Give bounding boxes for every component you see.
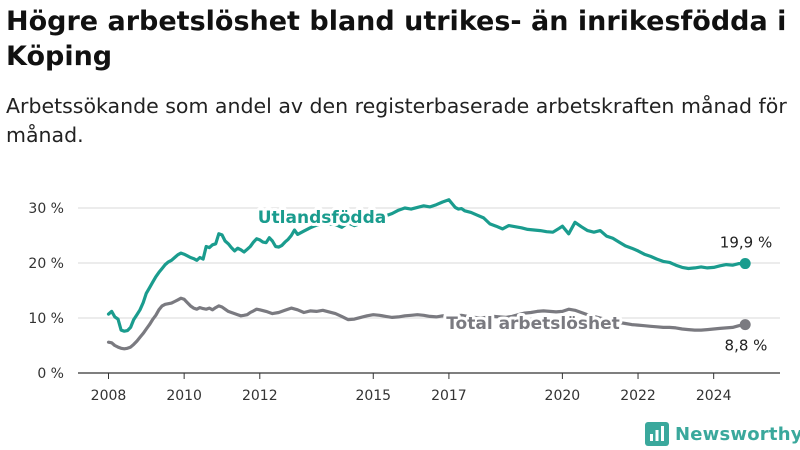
x-tick-label: 2008	[91, 388, 127, 404]
y-tick-label: 30 %	[28, 201, 64, 217]
bar-chart-icon	[645, 422, 669, 446]
series-label-utlandsfodda: Utlandsfödda	[258, 208, 387, 228]
x-tick-label: 2024	[696, 388, 732, 404]
brand-name: Newsworthy	[675, 423, 800, 445]
x-tick-label: 2015	[355, 388, 391, 404]
newsworthy-logo: Newsworthy	[645, 421, 800, 447]
y-tick-label: 0 %	[37, 366, 64, 382]
x-tick-label: 2012	[242, 388, 278, 404]
x-tick-label: 2022	[620, 388, 656, 404]
end-value-label-utlandsfodda: 19,9 %	[720, 234, 772, 252]
series-line-utlandsfodda	[106, 198, 747, 333]
y-tick-label: 10 %	[28, 311, 64, 327]
series-lines	[106, 198, 751, 351]
gridlines	[78, 207, 780, 374]
x-tick-label: 2020	[545, 388, 581, 404]
chart-title: Högre arbetslöshet bland utrikes- än inr…	[6, 6, 787, 72]
x-axis-ticks: 2008 2010 2012 2015 2017 2020 2022 2024	[91, 373, 732, 404]
series-line-total	[106, 296, 747, 351]
end-value-label-total: 8,8 %	[725, 337, 768, 355]
x-tick-label: 2010	[166, 388, 202, 404]
chart-subtitle: Arbetssökande som andel av den registerb…	[6, 94, 787, 147]
y-axis-ticks: 0 % 10 % 20 % 30 %	[28, 201, 64, 382]
series-labels: Utlandsfödda Total arbetslöshet 19,9 % 8,8 …	[255, 205, 772, 355]
series-end-point	[739, 258, 751, 270]
x-tick-label: 2017	[431, 388, 467, 404]
y-tick-label: 20 %	[28, 256, 64, 272]
series-label-total: Total arbetslöshet	[446, 314, 620, 334]
series-end-point	[739, 319, 751, 331]
